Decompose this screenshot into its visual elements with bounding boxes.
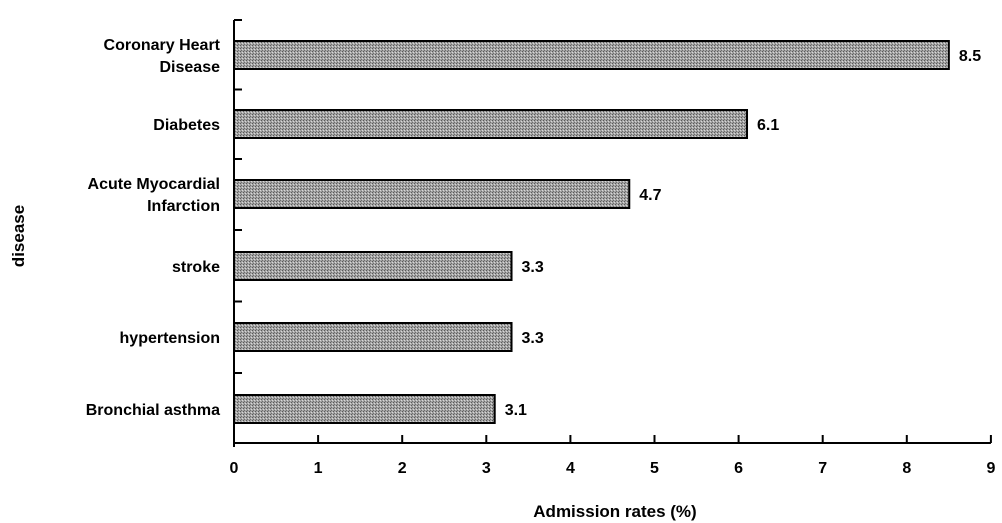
bar-value-label: 6.1	[757, 117, 779, 134]
x-tick-label: 1	[314, 460, 323, 477]
x-tick-label: 0	[230, 460, 239, 477]
category-label: Diabetes	[153, 117, 220, 134]
bar-value-label: 3.1	[505, 402, 527, 419]
bar-value-label: 3.3	[522, 259, 544, 276]
x-tick-label: 4	[566, 460, 575, 477]
category-label: Infarction	[147, 198, 220, 215]
category-label: Coronary Heart	[104, 37, 221, 54]
labels-layer: 8.5 Coronary Heart Disease 6.1 Diabetes 4.7 Ac…	[86, 37, 996, 477]
x-tick-label: 7	[818, 460, 827, 477]
bar	[233, 251, 513, 281]
bar	[233, 40, 950, 70]
x-axis-title: Admission rates (%)	[533, 502, 696, 521]
x-tick-label: 9	[986, 460, 995, 477]
bar	[233, 109, 749, 139]
bar-value-label: 3.3	[522, 330, 544, 347]
category-label: Acute Myocardial	[88, 176, 220, 193]
category-label: Bronchial asthma	[86, 402, 220, 419]
x-tick-label: 8	[902, 460, 911, 477]
bar-value-label: 4.7	[639, 187, 661, 204]
category-label: Disease	[160, 59, 221, 76]
y-axis-title: disease	[9, 205, 28, 267]
bar-value-label: 8.5	[959, 48, 981, 65]
x-tick-label: 5	[650, 460, 659, 477]
category-label: hypertension	[120, 330, 220, 347]
bar	[233, 322, 513, 352]
bar	[233, 394, 496, 424]
axes-layer	[233, 19, 992, 447]
x-tick-label: 6	[734, 460, 743, 477]
bars-layer	[233, 40, 950, 424]
category-label: stroke	[172, 259, 220, 276]
bar	[233, 179, 631, 209]
x-tick-label: 3	[482, 460, 491, 477]
x-tick-label: 2	[398, 460, 407, 477]
